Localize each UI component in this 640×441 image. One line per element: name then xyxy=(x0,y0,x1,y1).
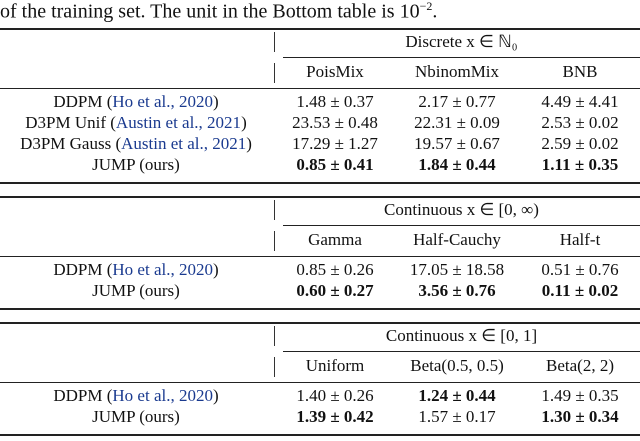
row-label: D3PM Gauss (Austin et al., 2021) xyxy=(20,134,252,154)
cell: 23.53 ± 0.48 xyxy=(292,113,378,132)
cell: 1.57 ± 0.17 xyxy=(418,407,496,426)
model-name: JUMP (ours) xyxy=(92,281,180,300)
group-header: Discrete x ∈ ℕ₀ xyxy=(405,32,518,51)
cell: 2.53 ± 0.02 xyxy=(541,113,619,132)
header-rule xyxy=(0,88,640,89)
cell: 17.05 ± 18.58 xyxy=(409,260,505,279)
column-header: NbinomMix xyxy=(414,62,500,81)
caption-text: of the training set. The unit in the Bot… xyxy=(0,0,420,23)
caption-superscript: −2 xyxy=(419,0,433,13)
cell: 1.49 ± 0.35 xyxy=(541,386,619,405)
top-rule xyxy=(0,322,640,324)
column-header: Half-Cauchy xyxy=(413,230,501,249)
separator xyxy=(274,357,275,377)
citation: Ho et al., 2020 xyxy=(112,260,213,279)
cell: 1.30 ± 0.34 xyxy=(541,407,619,426)
row-label: JUMP (ours) xyxy=(92,281,180,301)
cell: 0.11 ± 0.02 xyxy=(541,281,619,300)
cell: 2.59 ± 0.02 xyxy=(541,134,619,153)
citation: Austin et al., 2021 xyxy=(115,113,242,132)
column-header: Beta(0.5, 0.5) xyxy=(410,356,504,375)
model-name: D3PM Unif ( xyxy=(25,113,116,132)
paren: ) xyxy=(246,134,252,153)
paren: ) xyxy=(212,92,219,111)
top-rule xyxy=(0,196,640,198)
cell: 1.40 ± 0.26 xyxy=(296,386,374,405)
cell: 0.60 ± 0.27 xyxy=(296,281,374,300)
cell: 0.85 ± 0.41 xyxy=(296,155,374,174)
column-header: BNB xyxy=(562,62,598,81)
separator xyxy=(274,32,275,52)
top-rule xyxy=(0,28,640,30)
cell: 0.51 ± 0.76 xyxy=(541,260,619,279)
separator xyxy=(274,326,275,346)
bottom-rule xyxy=(0,308,640,310)
citation: Austin et al., 2021 xyxy=(121,134,247,153)
row-label: JUMP (ours) xyxy=(92,407,180,427)
group-header: Continuous x ∈ [0, ∞) xyxy=(384,200,539,219)
column-header: PoisMix xyxy=(306,62,364,81)
cell: 0.85 ± 0.26 xyxy=(296,260,374,279)
paren: ) xyxy=(212,260,219,279)
cell: 4.49 ± 4.41 xyxy=(541,92,619,111)
header-rule xyxy=(0,382,640,383)
row-label: DDPM (Ho et al., 2020) xyxy=(53,92,218,112)
cell: 2.17 ± 0.77 xyxy=(418,92,496,111)
citation: Ho et al., 2020 xyxy=(112,386,213,405)
cell: 1.24 ± 0.44 xyxy=(418,386,496,405)
group-underline xyxy=(283,351,640,352)
cell: 3.56 ± 0.76 xyxy=(418,281,496,300)
group-header: Continuous x ∈ [0, 1] xyxy=(385,326,538,345)
model-name: DDPM ( xyxy=(53,92,113,111)
separator xyxy=(274,63,275,83)
separator xyxy=(274,200,275,220)
group-underline xyxy=(283,57,640,58)
cell: 19.57 ± 0.67 xyxy=(414,134,500,153)
header-rule xyxy=(0,256,640,257)
bottom-rule xyxy=(0,182,640,184)
paren: ) xyxy=(241,113,247,132)
cell: 1.11 ± 0.35 xyxy=(541,155,619,174)
caption-end: . xyxy=(432,0,438,23)
model-name: DDPM ( xyxy=(53,386,113,405)
row-label: DDPM (Ho et al., 2020) xyxy=(53,260,218,280)
separator xyxy=(274,231,275,251)
cell: 22.31 ± 0.09 xyxy=(414,113,500,132)
paren: ) xyxy=(212,386,219,405)
column-header: Half-t xyxy=(559,230,601,249)
cell: 1.39 ± 0.42 xyxy=(296,407,374,426)
row-label: DDPM (Ho et al., 2020) xyxy=(53,386,218,406)
column-header: Uniform xyxy=(305,356,365,375)
group-underline xyxy=(283,225,640,226)
caption: of the training set. The unit in the Bot… xyxy=(0,0,437,22)
model-name: JUMP (ours) xyxy=(92,155,180,174)
citation: Ho et al., 2020 xyxy=(112,92,213,111)
model-name: D3PM Gauss ( xyxy=(20,134,122,153)
column-header: Gamma xyxy=(308,230,362,249)
cell: 1.84 ± 0.44 xyxy=(418,155,496,174)
bottom-rule xyxy=(0,434,640,436)
cell: 17.29 ± 1.27 xyxy=(292,134,378,153)
cell: 1.48 ± 0.37 xyxy=(296,92,374,111)
row-label: D3PM Unif (Austin et al., 2021) xyxy=(25,113,246,133)
model-name: DDPM ( xyxy=(53,260,113,279)
column-header: Beta(2, 2) xyxy=(546,356,614,375)
model-name: JUMP (ours) xyxy=(92,407,180,426)
row-label: JUMP (ours) xyxy=(92,155,180,175)
